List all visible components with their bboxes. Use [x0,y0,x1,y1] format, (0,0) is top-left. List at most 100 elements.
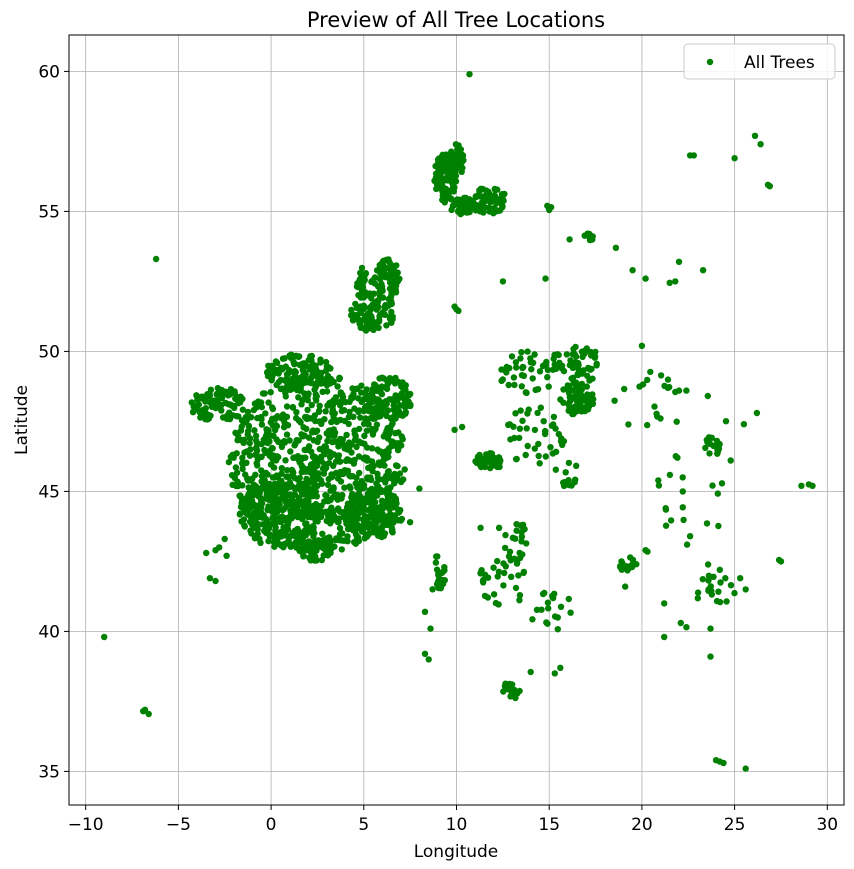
data-point [319,388,326,395]
data-point [391,470,398,478]
data-point [439,179,446,186]
data-point [368,511,375,518]
data-point [392,397,399,405]
data-point [334,417,342,424]
data-point [421,650,429,657]
data-point [238,423,245,430]
data-point [337,435,344,443]
data-point [219,414,227,421]
data-point [550,413,558,421]
data-point [273,529,280,537]
data-point [557,603,565,610]
data-point [441,165,448,173]
data-point [357,523,364,530]
data-point [579,370,586,377]
data-point [528,366,535,373]
data-point [581,350,588,357]
data-point [633,561,640,568]
data-point [273,509,281,516]
data-point [517,554,524,562]
data-point [270,464,278,471]
data-point [661,600,668,607]
data-point [331,512,338,520]
data-point [708,591,715,598]
data-point [486,454,493,461]
data-point [494,186,501,193]
data-point [235,413,242,420]
data-point [251,400,259,407]
data-point [477,524,484,531]
data-point [502,531,509,539]
data-point [713,597,721,605]
data-point [708,434,715,441]
data-point [284,467,291,474]
data-point [360,407,367,415]
data-point [279,507,286,514]
data-point [302,446,309,454]
data-point [152,255,160,263]
data-point [477,569,484,577]
data-point [266,452,273,459]
data-point [221,535,228,543]
data-point [348,306,355,314]
data-point [350,460,358,467]
data-point [373,267,381,274]
data-point [275,518,283,525]
data-point [388,528,396,535]
data-point [523,389,530,397]
data-point [287,507,294,514]
data-point [290,531,297,538]
data-point [370,410,377,418]
data-point [325,432,333,440]
data-point [565,459,573,467]
data-point [612,244,620,251]
data-point [376,261,383,269]
data-point [662,506,670,513]
data-point [252,432,260,440]
data-point [305,498,312,505]
data-point [349,316,357,324]
data-point [427,625,434,632]
x-tick-label: 25 [724,815,746,835]
data-point [310,527,317,534]
data-point [694,595,701,602]
data-point [314,502,322,510]
data-point [516,687,523,695]
data-point [280,424,288,431]
data-point [672,453,679,460]
data-point [257,413,265,421]
data-point [362,270,369,277]
data-point [563,351,570,358]
data-point [380,268,387,275]
data-point [364,444,371,451]
data-point [657,372,665,379]
data-point [400,395,407,402]
data-point [363,516,370,523]
data-point [319,375,326,383]
x-axis-ticks: −10 −5 0 5 10 15 20 25 30 [68,805,838,835]
data-point [388,414,395,422]
data-point [396,470,404,477]
data-point [278,443,286,450]
data-point [589,233,596,240]
data-point [226,415,234,423]
data-point [330,413,337,421]
data-point [344,538,351,545]
data-point [699,576,706,583]
data-point [295,394,302,401]
data-point [382,455,389,462]
data-point [368,498,375,506]
data-point [303,475,310,483]
data-point [308,401,315,409]
data-point [490,210,497,217]
data-point [513,527,520,534]
data-point [551,613,559,620]
data-point [714,490,721,497]
data-point [429,586,436,593]
data-point [451,303,458,310]
data-point [574,371,581,378]
data-point [385,431,393,438]
data-point [254,513,262,521]
data-point [611,397,618,404]
data-point [571,351,578,358]
